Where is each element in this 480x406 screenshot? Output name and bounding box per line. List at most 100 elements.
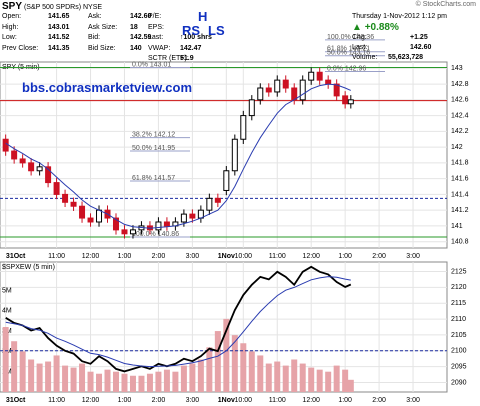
- y-tick-label: 2095: [451, 363, 467, 370]
- x-tick-label: 12:00: [302, 253, 320, 260]
- volume-bar: [70, 367, 77, 392]
- quote-value: 141.65: [48, 13, 70, 20]
- candle-body: [36, 166, 43, 172]
- annotation: LS: [208, 23, 225, 38]
- datetime: 1-Nov-2012 1:12 pm: [383, 13, 447, 20]
- candle-body: [282, 79, 289, 89]
- candle-body: [70, 201, 77, 207]
- x-tick-label: 3:00: [186, 397, 200, 404]
- y-tick-label: 2125: [451, 268, 467, 275]
- y-tick-label: 2110: [451, 316, 466, 323]
- candle-body: [316, 71, 323, 81]
- quote-value: 141.35: [48, 44, 70, 52]
- candle-body: [342, 95, 349, 105]
- candle-body: [87, 217, 94, 223]
- x-tick-label: 12:00: [82, 253, 100, 260]
- volume-bar: [347, 379, 354, 392]
- candle-body: [155, 221, 162, 231]
- panel-title: $SPXEW (5 min): [2, 264, 55, 271]
- y-tick-label: 141.6: [451, 175, 469, 182]
- y-tick-label: 142.6: [451, 97, 469, 104]
- date: Thursday 1-Nov-2012 1:12 pm: [352, 13, 447, 20]
- volume-bar: [112, 371, 119, 392]
- volume-bar: [121, 373, 128, 392]
- volume-bar: [146, 373, 153, 392]
- candle-body: [112, 217, 119, 231]
- x-tick-label: 11:00: [48, 397, 65, 404]
- x-tick-label: 11:00: [269, 397, 286, 404]
- volume-bar: [308, 367, 315, 392]
- volume-bar: [53, 355, 60, 392]
- quote-label: Ask:: [88, 13, 102, 20]
- quote-label: Bid Size:: [88, 44, 116, 52]
- candle-body: [180, 213, 187, 223]
- volume-bar: [189, 363, 196, 392]
- y-tick-label: 2100: [451, 348, 467, 355]
- symbol-line: SPY (S&P 500 SPDRs) NYSE: [2, 1, 102, 12]
- volume-bar: [87, 371, 94, 392]
- x-tick-label: 1Nov: [218, 397, 235, 404]
- candle-body: [189, 213, 196, 219]
- x-tick-label: 10:00: [235, 397, 253, 404]
- quote-label: SCTR (ETF):: [148, 55, 189, 62]
- y-tick-label: 142.8: [451, 81, 469, 88]
- chg-label: Chg:: [352, 34, 367, 41]
- y-tick-label: 140.8: [451, 239, 469, 246]
- volume-bar: [129, 375, 136, 392]
- x-tick-label: 1:00: [338, 397, 352, 404]
- candle-body: [121, 229, 128, 235]
- candle-body: [257, 87, 264, 101]
- x-tick-label: 2:00: [152, 253, 166, 260]
- quote-label: Last:: [148, 34, 164, 41]
- volume-bar: [282, 365, 289, 392]
- quote-label: VWAP:: [148, 44, 171, 52]
- watermark: bbs.cobrasmarketview.com: [22, 80, 193, 95]
- volume-bar: [96, 373, 103, 392]
- y-tick-label: 141.8: [451, 160, 469, 167]
- symbol: SPY: [2, 1, 23, 12]
- credit: © StockCharts.com: [415, 1, 476, 8]
- volume-bar: [333, 365, 340, 392]
- quote-value: 143.01: [48, 23, 70, 31]
- x-tick-label: 12:00: [302, 397, 320, 404]
- candle-body: [206, 197, 213, 211]
- volume-bar: [11, 341, 18, 392]
- candle-body: [53, 182, 60, 195]
- volume-bar: [197, 359, 204, 392]
- quote-value: 142.59: [130, 34, 152, 41]
- quote-label: Low:: [2, 34, 17, 41]
- line: [5, 276, 351, 368]
- y-tick-label: 2120: [451, 284, 467, 291]
- y-tick-label: 142: [451, 144, 463, 151]
- fib-label: 0.0% 143.01: [132, 61, 171, 68]
- x-tick-label: 2:00: [372, 397, 386, 404]
- candle-body: [163, 221, 170, 227]
- x-tick-label: 2:00: [152, 397, 166, 404]
- pct-change: ▲ +0.88%: [352, 22, 399, 33]
- x-tick-label: 12:00: [82, 397, 100, 404]
- y-tick-label: 2115: [451, 300, 466, 307]
- candle-body: [11, 150, 18, 160]
- x-tick-label: 31Oct: [6, 253, 26, 260]
- quote-value: 51.9: [180, 55, 194, 62]
- annotation: LS: [208, 23, 225, 38]
- candle-body: [129, 229, 136, 235]
- quote-value: ↑100 shrs: [180, 34, 212, 41]
- volume-bar: [45, 361, 52, 392]
- volume-bar: [79, 363, 86, 392]
- candle-body: [325, 79, 332, 85]
- volume-bar: [316, 369, 323, 392]
- candle-body: [347, 99, 354, 105]
- fib-label: 38.2% 142.12: [132, 132, 175, 139]
- fib-label: 100.0% 140.86: [132, 231, 179, 238]
- volume-label: Volume:: [352, 54, 378, 61]
- fib-label: 0.0% 142.96: [327, 65, 366, 72]
- quote-value: 140: [130, 44, 142, 52]
- volume-bar: [248, 351, 255, 392]
- quote-label: Ask Size:: [88, 23, 118, 31]
- volume-bar: [180, 365, 187, 392]
- x-tick-label: 3:00: [406, 253, 420, 260]
- quote-label: EPS:: [148, 23, 164, 31]
- quote-label: P/E:: [148, 13, 162, 20]
